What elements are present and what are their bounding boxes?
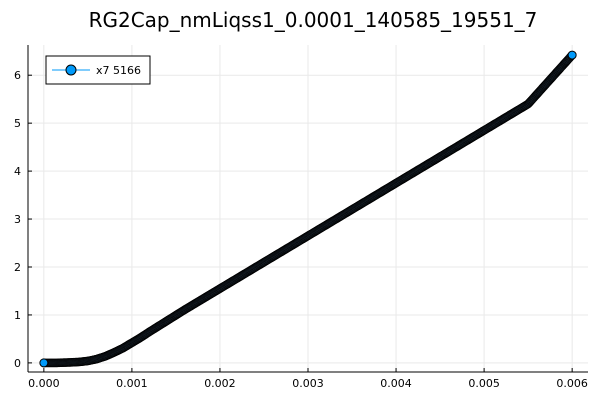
series-markers [39,51,576,368]
ticks-layer: 0.000 0.001 0.002 0.003 0.004 0.005 0.006 0 1 2 3 4… [14,69,588,390]
x-tick-label: 0.001 [116,377,148,390]
y-tick-label: 1 [14,309,21,322]
grid-layer [28,45,588,372]
series-layer [39,50,577,368]
x-tick-label: 0.005 [468,377,500,390]
x-tick-label: 0.006 [556,377,588,390]
x-tick-label: 0.004 [380,377,412,390]
series-point-first [39,358,49,368]
x-tick-label: 0.000 [28,377,60,390]
chart-title: RG2Cap_nmLiqss1_0.0001_140585_19551_7 [89,8,538,32]
series-point-last [567,50,577,60]
x-tick-label: 0.003 [292,377,324,390]
y-tick-label: 0 [14,357,21,370]
y-tick-label: 2 [14,261,21,274]
y-tick-label: 4 [14,165,21,178]
legend: x7 5166 [45,55,151,85]
y-tick-label: 5 [14,117,21,130]
legend-series-label: x7 5166 [96,64,141,77]
y-tick-label: 3 [14,213,21,226]
x-tick-label: 0.002 [204,377,236,390]
legend-series-marker [65,64,77,76]
y-tick-label: 6 [14,69,21,82]
